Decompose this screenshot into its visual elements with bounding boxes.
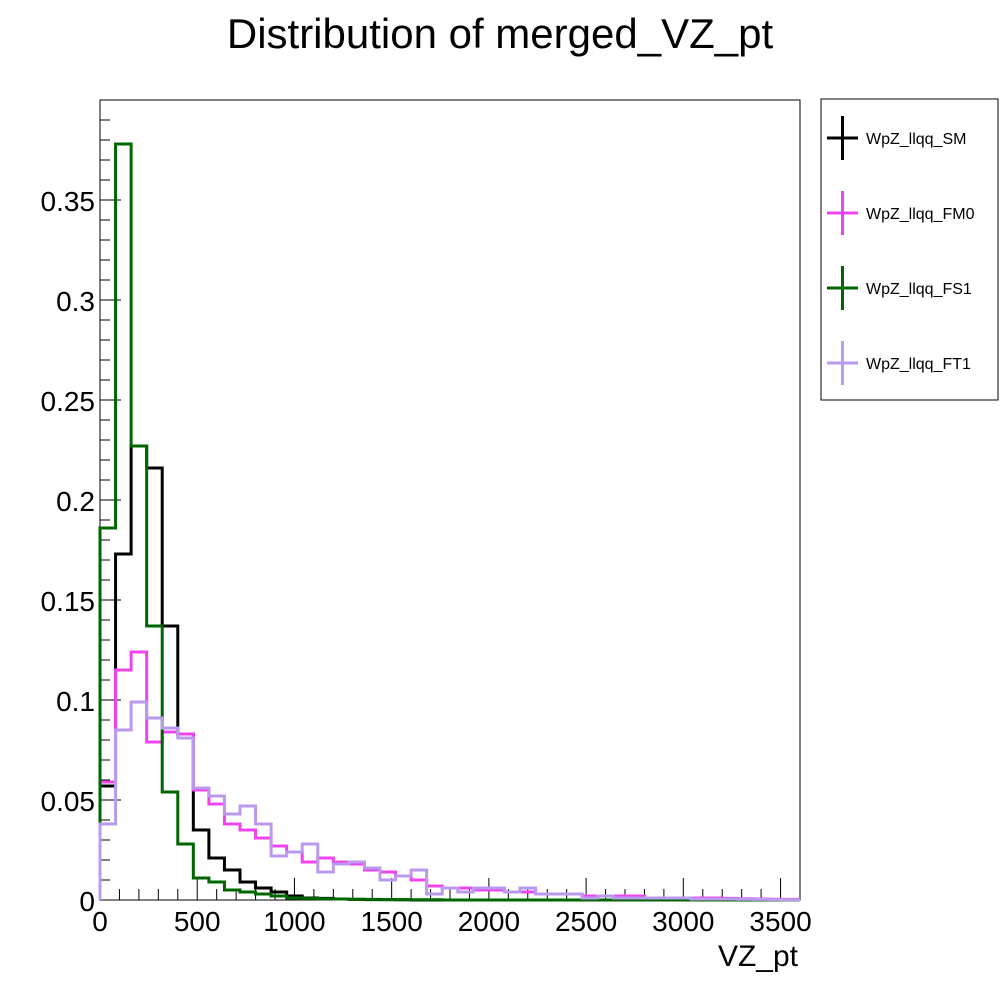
x-tick-label: 3500 bbox=[749, 906, 811, 937]
y-tick-label: 0 bbox=[79, 886, 95, 917]
x-tick-label: 1000 bbox=[263, 906, 325, 937]
y-tick-label: 0.35 bbox=[41, 186, 96, 217]
series-line-WpZ_llqq_FT1 bbox=[98, 700, 800, 902]
legend: WpZ_llqq_SM WpZ_llqq_FM0 WpZ_llqq_FS1 WpZ_l… bbox=[820, 98, 999, 401]
legend-entry: WpZ_llqq_FS1 bbox=[827, 266, 972, 310]
legend-frame bbox=[820, 98, 999, 401]
x-tick-label: 1500 bbox=[361, 906, 423, 937]
x-axis-label: VZ_pt bbox=[718, 940, 799, 973]
y-tick-label: 0.1 bbox=[56, 686, 95, 717]
x-tick-label: 3000 bbox=[652, 906, 714, 937]
histogram-series-group bbox=[98, 142, 800, 902]
x-axis-ticks: 0 500 1000 1500 2000 2500 3000 3500 bbox=[92, 878, 812, 937]
series-line-WpZ_llqq_FM0 bbox=[98, 650, 800, 901]
legend-label: WpZ_llqq_FT1 bbox=[866, 356, 971, 373]
legend-entry: WpZ_llqq_FM0 bbox=[827, 191, 975, 235]
y-tick-label: 0.15 bbox=[41, 586, 96, 617]
x-tick-label: 2500 bbox=[555, 906, 617, 937]
plot-frame bbox=[99, 99, 801, 901]
y-tick-label: 0.05 bbox=[41, 786, 96, 817]
y-tick-label: 0.3 bbox=[56, 286, 95, 317]
y-minor-ticks bbox=[100, 119, 110, 881]
legend-label: WpZ_llqq_FS1 bbox=[866, 281, 972, 298]
y-axis-ticks: 0 0.05 0.1 0.15 0.2 0.25 0.3 0.35 bbox=[41, 186, 121, 917]
x-tick-label: 0 bbox=[92, 906, 108, 937]
x-tick-label: 2000 bbox=[458, 906, 520, 937]
series-line-WpZ_llqq_SM bbox=[98, 444, 800, 902]
legend-entry: WpZ_llqq_SM bbox=[827, 116, 966, 160]
legend-label: WpZ_llqq_FM0 bbox=[866, 206, 975, 223]
series-line-WpZ_llqq_FS1 bbox=[98, 142, 800, 902]
legend-label: WpZ_llqq_SM bbox=[866, 131, 966, 148]
y-tick-label: 0.25 bbox=[41, 386, 96, 417]
x-tick-label: 500 bbox=[174, 906, 221, 937]
y-tick-label: 0.2 bbox=[56, 486, 95, 517]
legend-entry: WpZ_llqq_FT1 bbox=[827, 341, 971, 385]
chart-title: Distribution of merged_VZ_pt bbox=[227, 10, 774, 57]
